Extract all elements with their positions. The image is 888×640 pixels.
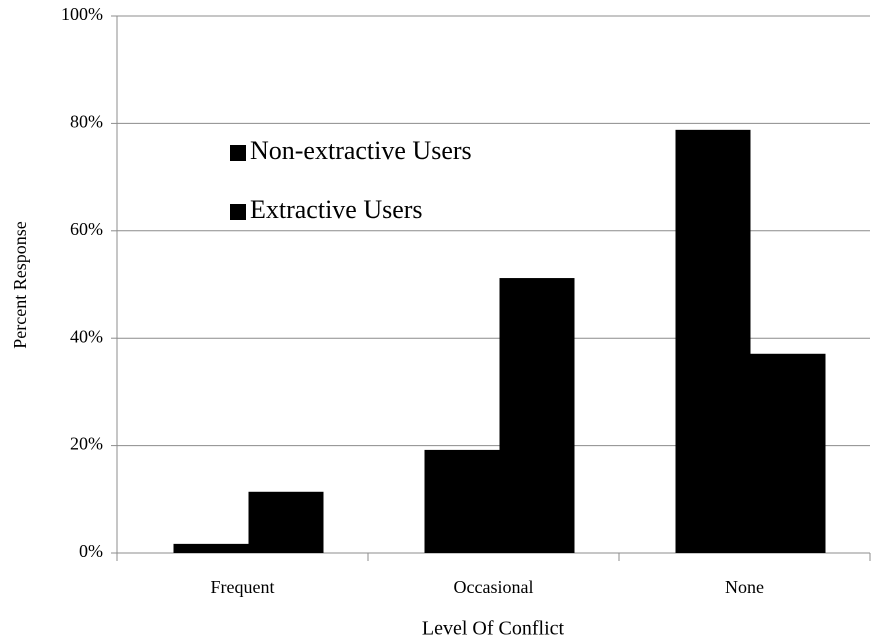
bar <box>750 353 826 553</box>
y-tick-label: 80% <box>70 112 103 132</box>
y-tick-label: 60% <box>70 219 103 239</box>
x-tick-label: Occasional <box>454 577 534 597</box>
y-tick-label: 40% <box>70 326 103 346</box>
bar <box>173 543 249 553</box>
bar <box>499 278 575 553</box>
y-tick-label: 20% <box>70 434 103 454</box>
legend-label: Non-extractive Users <box>250 136 472 165</box>
y-tick-label: 0% <box>79 541 103 561</box>
x-tick-label: None <box>725 577 764 597</box>
x-tick-label: Frequent <box>211 577 275 597</box>
bar <box>675 129 751 553</box>
legend-label: Extractive Users <box>250 195 423 224</box>
y-tick-label: 100% <box>61 4 103 24</box>
legend-swatch <box>230 145 246 161</box>
bar <box>424 449 500 553</box>
legend-swatch <box>230 204 246 220</box>
y-axis-title: Percent Response <box>10 221 30 348</box>
x-axis-title: Level Of Conflict <box>422 618 565 640</box>
bar <box>248 491 324 553</box>
